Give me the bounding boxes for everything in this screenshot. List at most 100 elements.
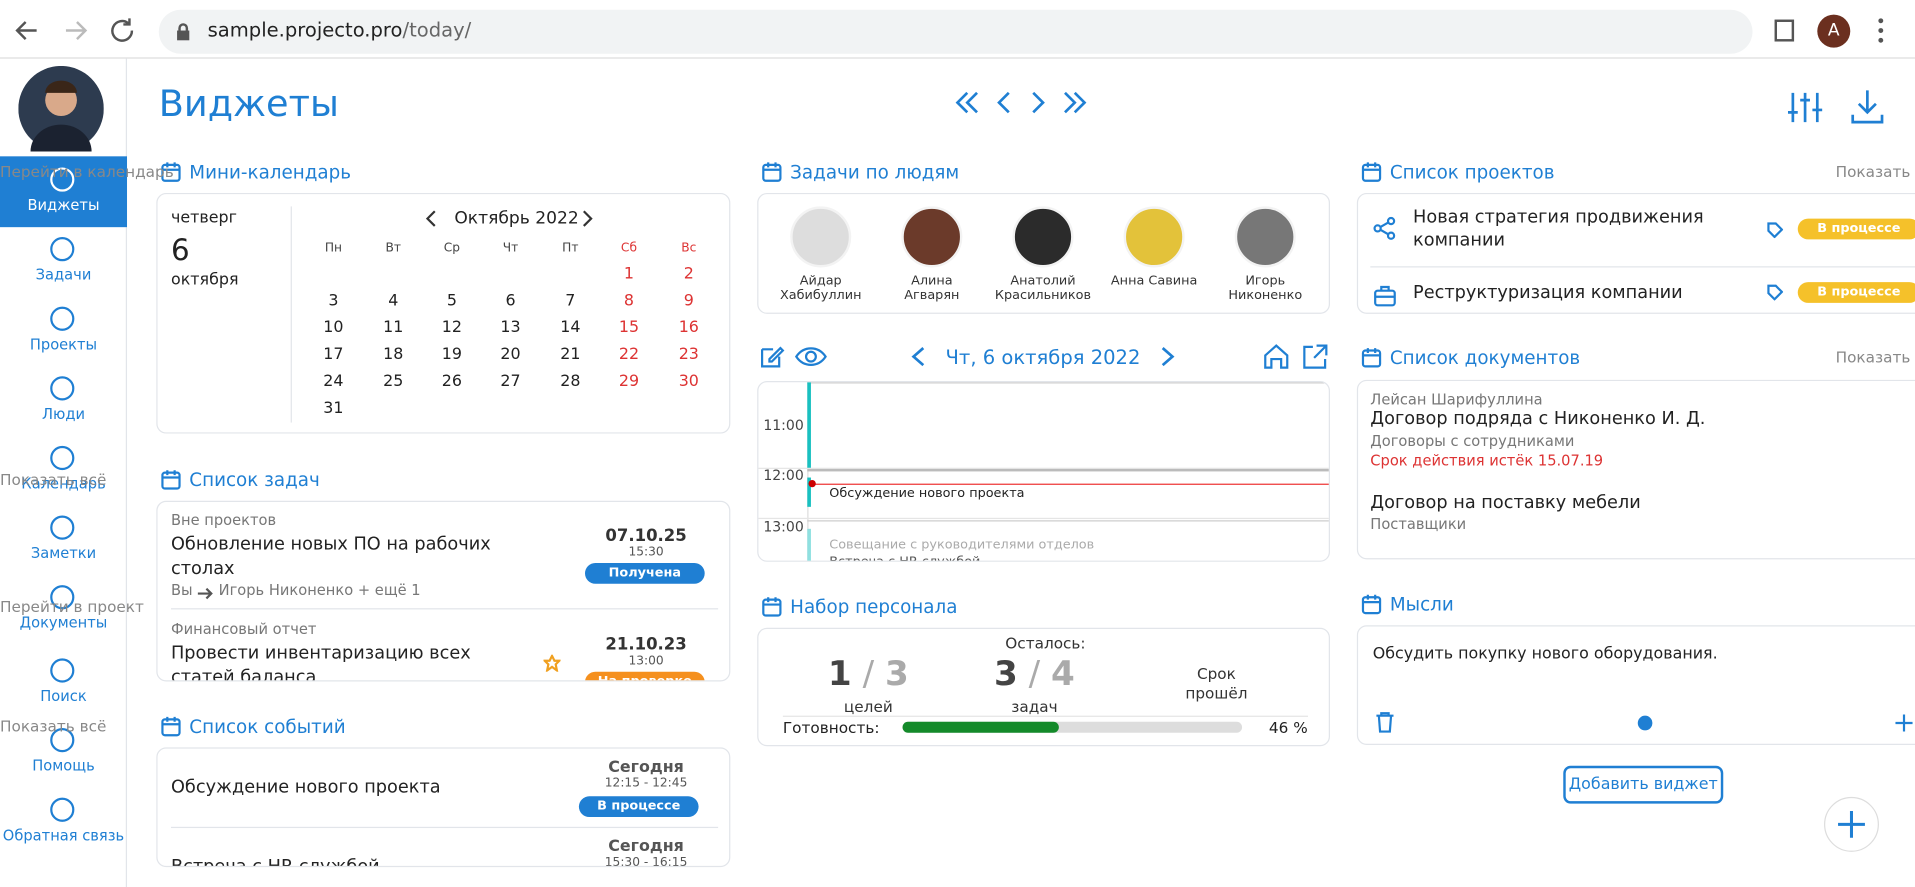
calendar-day[interactable]: 29 (618, 372, 640, 391)
day-event[interactable]: Обсуждение нового проекта (829, 486, 1025, 501)
prev-month-svg (425, 210, 436, 227)
person-photo[interactable] (1012, 206, 1074, 268)
nav-item[interactable]: Документы (19, 614, 108, 632)
now-dot (808, 479, 816, 488)
calendar-day[interactable]: 6 (505, 291, 516, 311)
calendar-day[interactable]: 1 (623, 265, 635, 284)
person-photo[interactable] (901, 206, 963, 268)
fab-add[interactable] (1822, 795, 1881, 854)
calendar-day[interactable]: 10 (323, 318, 344, 338)
prev-month[interactable] (424, 209, 439, 229)
person-name[interactable]: Айдар Хабибуллин (779, 273, 862, 303)
calendar-day[interactable]: 24 (323, 372, 344, 391)
section-link[interactable]: Показать все (1835, 348, 1915, 367)
section-link[interactable]: Перейти в проект (0, 597, 144, 616)
doc-author: Лейсан Шарифуллина (1370, 390, 1543, 408)
calendar-day[interactable]: 20 (500, 345, 521, 364)
section-title: Список проектов (1389, 161, 1555, 184)
event-status: В процессе (578, 796, 699, 818)
calendar-day[interactable]: 7 (565, 291, 576, 311)
event-name[interactable]: Обсуждение нового проекта (170, 777, 441, 798)
nav-item[interactable]: Люди (41, 405, 86, 423)
address-bar[interactable] (158, 9, 1753, 54)
header-tools[interactable] (1786, 88, 1896, 127)
nav-item[interactable]: Обратная связь (2, 826, 125, 844)
project-name[interactable]: Новая стратегия продвижения компании (1413, 207, 1704, 251)
person-photo[interactable] (1234, 206, 1296, 268)
calendar-day[interactable]: 26 (441, 372, 462, 391)
person-photo[interactable] (790, 206, 852, 268)
section-link[interactable]: Перейти в календарь (0, 162, 174, 181)
recruitment: Осталось: 1 / 3 целей 3 / 4 задач Срок прошёл… (757, 627, 1330, 747)
calendar-day[interactable]: 15 (618, 318, 640, 338)
person-name[interactable]: Игорь Никоненко (1228, 273, 1303, 303)
task-name[interactable]: Провести инвентаризацию всех статей бала… (170, 643, 471, 682)
calendar-day[interactable]: 5 (446, 291, 457, 311)
calendar-day[interactable]: 3 (328, 291, 339, 311)
period-nav[interactable] (953, 88, 1087, 117)
calendar-day[interactable]: 22 (618, 345, 640, 364)
today-icon[interactable] (1262, 342, 1291, 371)
calendar-day[interactable]: 14 (560, 318, 581, 338)
add-widget-button[interactable]: Добавить виджет (1563, 765, 1724, 804)
person-name[interactable]: Анна Савина (1110, 273, 1198, 289)
project-name[interactable]: Реструктуризация компании (1413, 283, 1683, 303)
section-link[interactable]: Показать все (1835, 162, 1915, 181)
nav-item[interactable]: Проекты (29, 335, 98, 353)
edit-icon[interactable] (757, 342, 786, 371)
task-name[interactable]: Обновление новых ПО на рабочих столах (170, 534, 491, 579)
open-icon[interactable] (1301, 342, 1330, 371)
nav-item[interactable]: Задачи (35, 266, 92, 284)
prev-day[interactable] (909, 344, 929, 368)
calendar-day[interactable]: 31 (323, 399, 344, 418)
calendar-day[interactable]: 11 (383, 318, 404, 338)
person-name[interactable]: Алина Агварян (904, 273, 960, 303)
doc-name[interactable]: Договор на поставку мебели (1370, 493, 1641, 513)
calendar-day[interactable]: 4 (388, 291, 399, 311)
add-thought[interactable] (1893, 712, 1915, 734)
event-day: Сегодня (608, 837, 684, 857)
profile-avatar[interactable]: A (1817, 14, 1851, 48)
nav-item[interactable]: Помощь (32, 757, 95, 775)
doc-name[interactable]: Договор подряда с Никоненко И. Д. (1370, 409, 1706, 429)
person-name[interactable]: Анатолий Красильников (994, 273, 1092, 303)
calendar-day[interactable]: 23 (678, 345, 699, 364)
url-host: sample.projecto.pro (207, 18, 403, 42)
calendar-day[interactable]: 19 (441, 345, 462, 364)
selected-day: 6 (170, 233, 190, 268)
task-time: 15:30 (628, 545, 664, 560)
calendar-day[interactable]: 21 (560, 345, 581, 364)
calendar-day[interactable]: 9 (683, 291, 694, 311)
calendar-day[interactable]: 17 (323, 345, 344, 364)
star-icon[interactable] (542, 653, 563, 674)
calendar-day[interactable]: 27 (500, 372, 521, 391)
nav-item[interactable]: Заметки (30, 544, 97, 562)
calendar-day[interactable]: 28 (560, 372, 581, 391)
view-icon[interactable] (794, 342, 828, 371)
task-status: Получена (585, 563, 705, 584)
edit-icon-svg (760, 346, 785, 368)
person-photo[interactable] (1123, 206, 1185, 268)
calendar-day[interactable]: 25 (383, 372, 404, 391)
calendar-day[interactable]: 13 (500, 318, 521, 338)
event-name[interactable]: Встреча с HR-службой (171, 857, 380, 866)
task-author: Вы (170, 581, 193, 599)
day-event[interactable]: Встреча с HR-службой (829, 554, 980, 560)
delete-icon[interactable] (1373, 710, 1397, 734)
nav-item[interactable]: Поиск (40, 687, 87, 705)
calendar-day[interactable]: 12 (441, 318, 462, 338)
nav-icon-svg (50, 376, 75, 401)
day-event[interactable]: Совещание с руководителями отделов (829, 537, 1095, 553)
next-day[interactable] (1158, 344, 1178, 368)
calendar-day[interactable]: 8 (623, 291, 635, 311)
nav-item[interactable]: Виджеты (27, 196, 100, 214)
calendar-day[interactable]: 18 (383, 345, 404, 364)
calendar-day[interactable]: 2 (683, 265, 694, 284)
calendar-day[interactable]: 30 (678, 372, 699, 391)
nav-icon-svg (50, 306, 75, 331)
section-link[interactable]: Показать всё (0, 716, 107, 736)
nav-item[interactable]: Календарь (21, 475, 106, 493)
next-month[interactable] (580, 209, 595, 229)
calendar-day[interactable]: 16 (678, 318, 699, 338)
section-link[interactable]: Показать всё (0, 470, 107, 489)
